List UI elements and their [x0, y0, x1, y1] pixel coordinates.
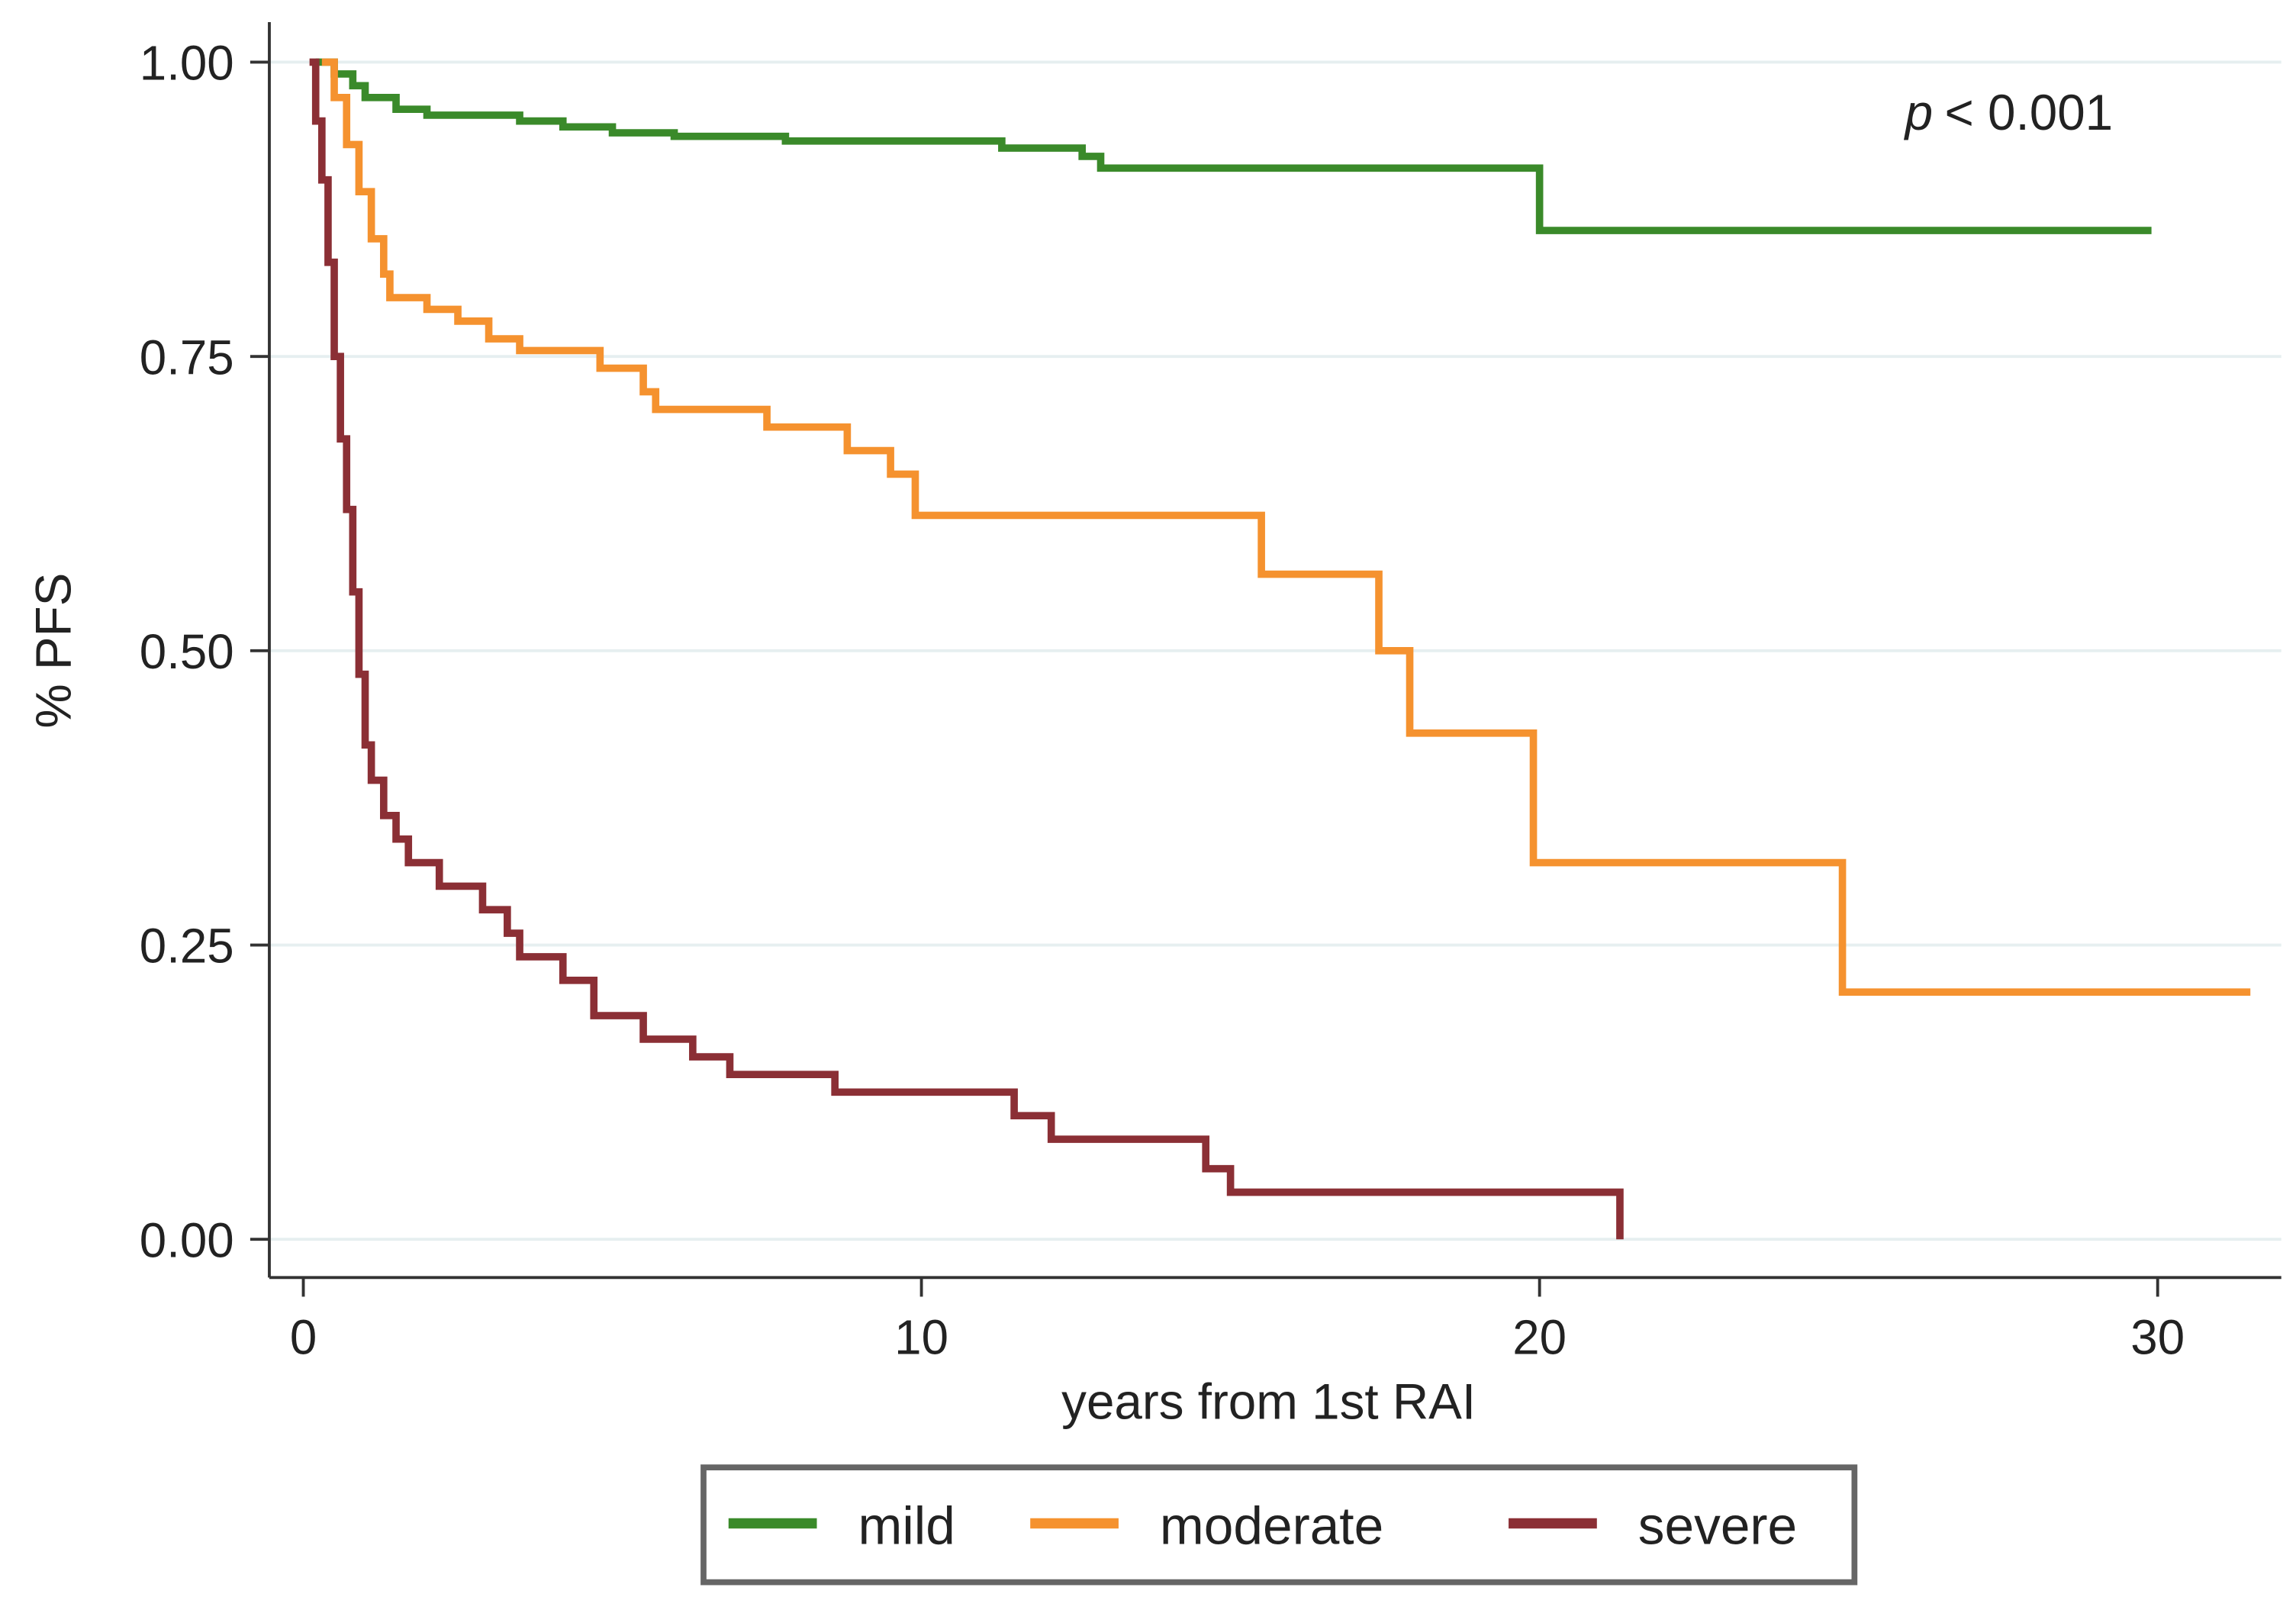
y-tick-label: 0.00	[140, 1213, 234, 1267]
y-tick-label: 0.75	[140, 330, 234, 385]
annotation-text: < 0.001	[1945, 85, 2114, 140]
x-tick-label: 0	[290, 1311, 317, 1365]
x-axis-label: years from 1st RAI	[1061, 1374, 1476, 1430]
legend-label: moderate	[1160, 1496, 1383, 1555]
annotation: p < 0.001	[1904, 85, 2114, 140]
x-tick-label: 30	[2130, 1311, 2185, 1365]
legend-label: mild	[858, 1496, 955, 1555]
annotation-italic: p	[1904, 85, 1933, 140]
x-tick-label: 10	[894, 1311, 948, 1365]
km-curve	[315, 58, 2152, 234]
legend-box	[700, 1464, 1858, 1586]
km-curve	[309, 58, 1624, 1240]
x-tick-label: 20	[1512, 1311, 1567, 1365]
y-tick-label: 1.00	[140, 37, 234, 91]
y-tick-label: 0.25	[140, 919, 234, 974]
km-curve	[321, 58, 2251, 997]
y-tick-label: 0.50	[140, 625, 234, 679]
legend-label: severe	[1638, 1496, 1797, 1555]
y-axis-label: % PFS	[26, 573, 82, 729]
